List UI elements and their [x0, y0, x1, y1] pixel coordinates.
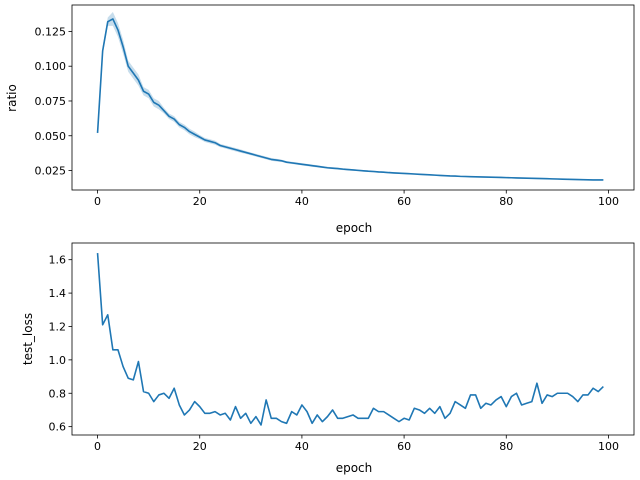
- ratio-y-tick-label: 0.050: [35, 130, 67, 143]
- test-loss-x-tick-label: 0: [94, 440, 101, 453]
- test-loss-x-tick-label: 20: [193, 440, 207, 453]
- test-loss-x-ticks: 0 20 40 60 80 100: [94, 435, 619, 453]
- test-loss-series-line: [96, 252, 604, 426]
- ratio-x-axis-label: epoch: [336, 221, 373, 235]
- ratio-y-axis-label: ratio: [5, 84, 19, 112]
- ratio-y-ticks: 0.025 0.050 0.075 0.100 0.125: [35, 25, 72, 178]
- ratio-x-tick-label: 80: [499, 195, 513, 208]
- test-loss-plot-layer: [96, 252, 604, 426]
- test-loss-y-tick-label: 1.2: [49, 320, 67, 333]
- test-loss-x-axis-label: epoch: [336, 461, 373, 475]
- test-loss-x-tick-label: 40: [295, 440, 309, 453]
- ratio-x-tick-label: 20: [193, 195, 207, 208]
- test-loss-panel: 0 20 40 60 80 100 0.6 0.8 1.0 1.2 1.4 1.6 epoch te…: [21, 242, 635, 475]
- test-loss-x-tick-label: 60: [397, 440, 411, 453]
- test-loss-y-tick-label: 1.0: [49, 354, 67, 367]
- ratio-y-tick-label: 0.025: [35, 165, 67, 178]
- ratio-axes-frame: [71, 4, 635, 191]
- ratio-y-tick-label: 0.125: [35, 25, 67, 38]
- test-loss-y-tick-label: 0.6: [49, 421, 67, 434]
- ratio-confidence-band: [97, 11, 604, 181]
- ratio-plot-layer: [96, 11, 604, 181]
- test-loss-x-tick-label: 100: [598, 440, 619, 453]
- test-loss-y-tick-label: 1.6: [49, 254, 67, 267]
- ratio-series-line: [96, 18, 604, 181]
- ratio-panel: 0 20 40 60 80 100 0.025 0.050 0.075 0.100 0.125 e…: [5, 4, 635, 235]
- ratio-x-tick-label: 0: [94, 195, 101, 208]
- test-loss-y-axis-label: test_loss: [21, 313, 35, 365]
- ratio-x-tick-label: 100: [598, 195, 619, 208]
- test-loss-y-ticks: 0.6 0.8 1.0 1.2 1.4 1.6: [49, 254, 72, 434]
- test-loss-y-tick-label: 1.4: [49, 287, 67, 300]
- test-loss-axes-frame: [71, 242, 635, 436]
- ratio-x-ticks: 0 20 40 60 80 100: [94, 190, 619, 208]
- test-loss-y-tick-label: 0.8: [49, 387, 67, 400]
- ratio-x-tick-label: 60: [397, 195, 411, 208]
- ratio-y-tick-label: 0.100: [35, 60, 67, 73]
- ratio-x-tick-label: 40: [295, 195, 309, 208]
- test-loss-x-tick-label: 80: [499, 440, 513, 453]
- ratio-y-tick-label: 0.075: [35, 95, 67, 108]
